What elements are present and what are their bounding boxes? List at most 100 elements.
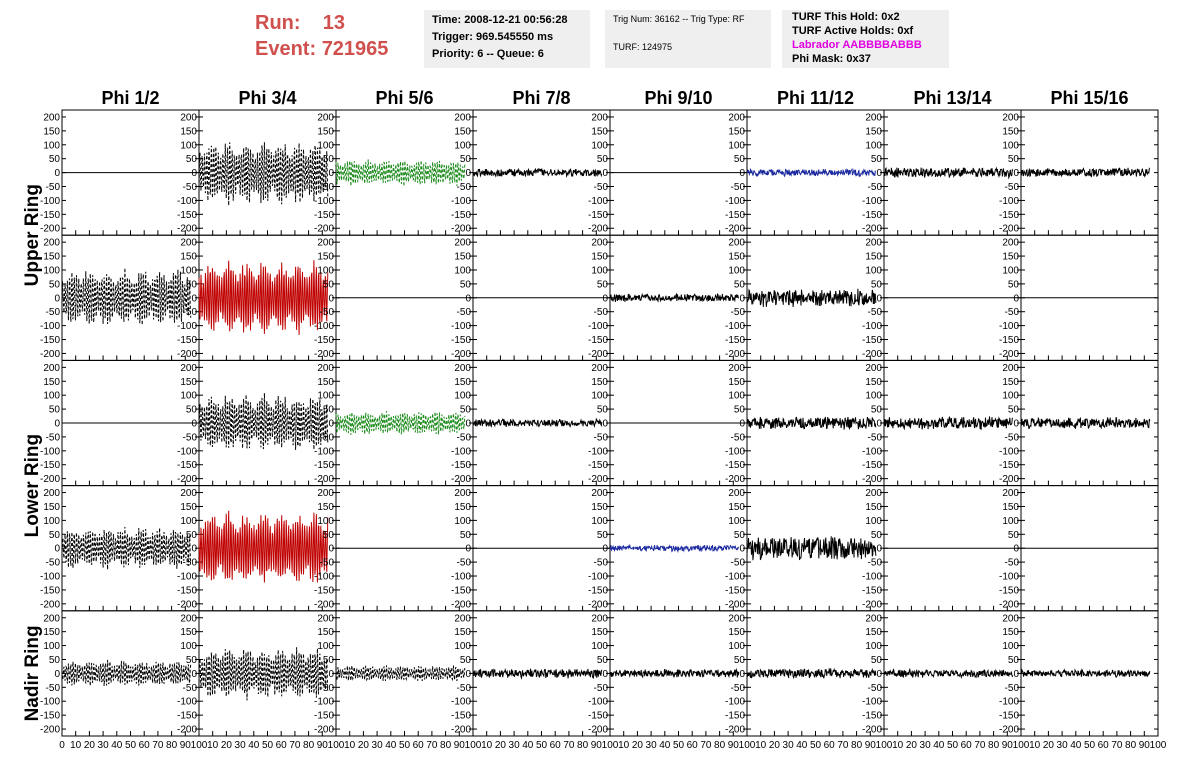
y-tick-label: -50 xyxy=(457,307,472,318)
x-tick-label: 30 xyxy=(509,740,521,751)
y-tick-label: 0 xyxy=(328,168,334,179)
y-tick-label: -200 xyxy=(725,474,745,485)
x-tick-label: 40 xyxy=(1070,740,1082,751)
y-tick-label: -150 xyxy=(862,210,882,221)
y-tick-label: 50 xyxy=(597,655,609,666)
y-tick-label: 50 xyxy=(1008,530,1020,541)
y-tick-label: 0 xyxy=(876,293,882,304)
y-tick-label: -200 xyxy=(177,474,197,485)
panel-r5-c2: -200 -150 -100 -50 0 50 100 150 200 xyxy=(177,610,337,737)
panel-r4-c4: -200 -150 -100 -50 0 50 100 150 200 xyxy=(451,485,611,612)
y-tick-label: -150 xyxy=(451,460,471,471)
y-tick-label: 0 xyxy=(465,669,471,680)
y-tick-label: -200 xyxy=(40,474,60,485)
panel-r5-c5: -200 -150 -100 -50 0 50 100 150 200 xyxy=(588,610,748,737)
y-tick-label: 50 xyxy=(1008,279,1020,290)
y-tick-label: -100 xyxy=(40,572,60,583)
y-tick-label: 150 xyxy=(865,627,882,638)
y-tick-label: 0 xyxy=(1013,168,1019,179)
y-tick-label: 0 xyxy=(54,293,60,304)
x-tick-label: 90 xyxy=(865,740,877,751)
y-tick-label: -100 xyxy=(725,321,745,332)
y-tick-label: 200 xyxy=(865,238,882,249)
y-tick-label: -100 xyxy=(999,196,1019,207)
event-value: 721965 xyxy=(321,38,389,60)
y-tick-label: -200 xyxy=(862,599,882,610)
y-tick-label: 50 xyxy=(186,655,198,666)
y-tick-label: -200 xyxy=(725,349,745,360)
y-tick-label: 0 xyxy=(1013,419,1019,430)
y-tick-label: -50 xyxy=(183,307,198,318)
y-tick-label: -50 xyxy=(457,182,472,193)
y-tick-label: -150 xyxy=(40,335,60,346)
y-tick-label: -150 xyxy=(588,210,608,221)
y-tick-label: 100 xyxy=(865,140,882,151)
y-tick-label: 100 xyxy=(1002,140,1019,151)
y-tick-label: 150 xyxy=(180,377,197,388)
y-tick-label: -150 xyxy=(40,585,60,596)
panel-r1-c3: -200 -150 -100 -50 0 50 100 150 200 xyxy=(314,109,474,236)
x-tick-label: 100 xyxy=(739,740,756,751)
y-tick-label: 100 xyxy=(591,140,608,151)
event-label: Event: xyxy=(255,38,317,60)
y-tick-label: 0 xyxy=(739,544,745,555)
column-header-3: Phi 5/6 xyxy=(375,88,433,108)
y-tick-label: 150 xyxy=(317,252,334,263)
x-tick-label: 30 xyxy=(920,740,932,751)
y-tick-label: -200 xyxy=(862,224,882,235)
y-tick-label: -200 xyxy=(862,725,882,736)
y-tick-label: -50 xyxy=(320,558,335,569)
y-tick-label: 0 xyxy=(465,544,471,555)
y-tick-label: 100 xyxy=(180,140,197,151)
y-tick-label: 0 xyxy=(739,669,745,680)
y-tick-label: -200 xyxy=(314,224,334,235)
y-tick-label: 100 xyxy=(180,391,197,402)
y-tick-label: -50 xyxy=(320,683,335,694)
x-tick-label: 50 xyxy=(673,740,685,751)
y-tick-label: -100 xyxy=(451,697,471,708)
y-tick-label: -200 xyxy=(588,224,608,235)
y-tick-label: 200 xyxy=(454,488,471,499)
y-tick-label: -150 xyxy=(725,585,745,596)
panel-r5-c4: -200 -150 -100 -50 0 50 100 150 200 xyxy=(451,610,611,737)
waveform-trace xyxy=(883,166,1014,180)
x-tick-label: 70 xyxy=(837,740,849,751)
y-tick-label: 100 xyxy=(317,516,334,527)
y-tick-label: 150 xyxy=(454,502,471,513)
y-tick-label: -50 xyxy=(457,558,472,569)
y-tick-label: -50 xyxy=(594,182,609,193)
y-tick-label: -100 xyxy=(177,697,197,708)
y-tick-label: -150 xyxy=(999,585,1019,596)
y-tick-label: 200 xyxy=(454,112,471,123)
y-tick-label: -200 xyxy=(177,725,197,736)
x-tick-label: 20 xyxy=(632,740,644,751)
turf-active-text: TURF Active Holds: 0xf xyxy=(792,25,914,37)
panel-r2-c3: -200 -150 -100 -50 0 50 100 150 200 xyxy=(314,234,474,361)
waveform-trace xyxy=(335,159,466,187)
x-tick-label: 50 xyxy=(262,740,274,751)
y-tick-label: 200 xyxy=(317,613,334,624)
waveform-trace xyxy=(746,667,877,680)
y-tick-label: 50 xyxy=(323,655,335,666)
column-header-5: Phi 9/10 xyxy=(644,88,712,108)
y-tick-label: -50 xyxy=(183,558,198,569)
run-row: Run: 13 xyxy=(255,10,388,36)
y-tick-label: 0 xyxy=(739,293,745,304)
y-tick-label: 150 xyxy=(43,377,60,388)
y-tick-label: 100 xyxy=(43,391,60,402)
y-tick-label: 150 xyxy=(454,377,471,388)
x-tick-label: 50 xyxy=(1084,740,1096,751)
x-tick-label: 20 xyxy=(906,740,918,751)
event-row: Event: 721965 xyxy=(255,36,388,62)
y-tick-label: -100 xyxy=(314,572,334,583)
y-tick-label: 50 xyxy=(734,154,746,165)
y-tick-label: 50 xyxy=(460,655,472,666)
y-tick-label: 100 xyxy=(317,641,334,652)
y-tick-label: 150 xyxy=(1002,377,1019,388)
x-tick-label: 100 xyxy=(1150,740,1167,751)
y-tick-label: -150 xyxy=(314,711,334,722)
waveform-trace xyxy=(609,543,740,554)
y-tick-label: -100 xyxy=(451,572,471,583)
panel-r2-c4: -200 -150 -100 -50 0 50 100 150 200 xyxy=(451,234,611,361)
